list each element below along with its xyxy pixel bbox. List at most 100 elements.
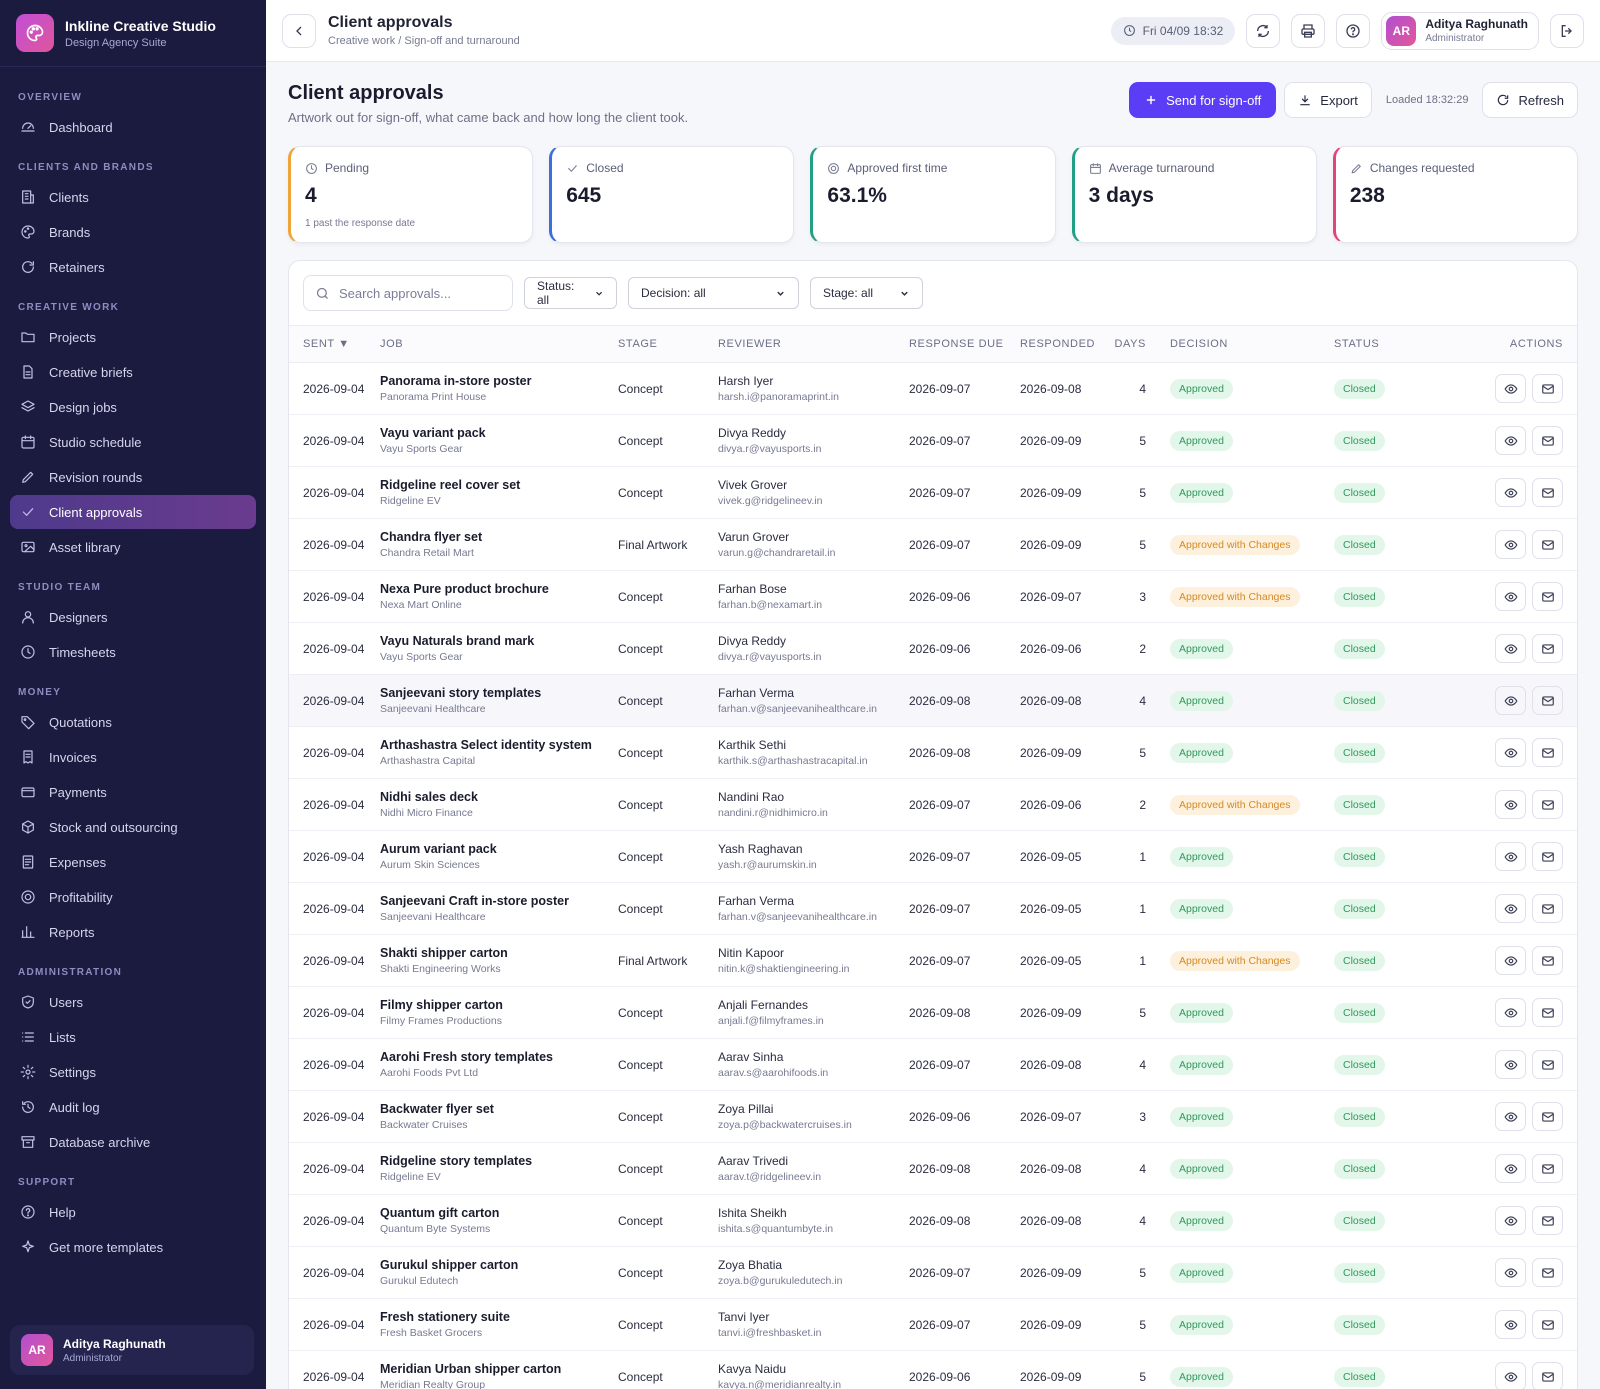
job-title[interactable]: Backwater flyer set xyxy=(380,1102,494,1116)
email-reviewer-button[interactable] xyxy=(1532,374,1563,403)
job-title[interactable]: Aarohi Fresh story templates xyxy=(380,1050,553,1064)
sidebar-item-clients[interactable]: Clients xyxy=(10,180,256,214)
sidebar-item-database-archive[interactable]: Database archive xyxy=(10,1125,256,1159)
sidebar-item-quotations[interactable]: Quotations xyxy=(10,705,256,739)
sidebar-item-users[interactable]: Users xyxy=(10,985,256,1019)
job-title[interactable]: Arthashastra Select identity system xyxy=(380,738,592,752)
send-for-signoff-button[interactable]: Send for sign-off xyxy=(1129,82,1277,118)
job-title[interactable]: Ridgeline story templates xyxy=(380,1154,533,1168)
kpi-card-closed[interactable]: Closed 645 xyxy=(549,146,795,243)
view-button[interactable] xyxy=(1495,1362,1526,1389)
email-reviewer-button[interactable] xyxy=(1532,790,1563,819)
table-row[interactable]: 2026-09-04 Ridgeline reel cover set Ridgel… xyxy=(289,466,1577,519)
email-reviewer-button[interactable] xyxy=(1532,1102,1563,1131)
table-row[interactable]: 2026-09-04 Vayu variant pack Vayu Sports G… xyxy=(289,414,1577,467)
view-button[interactable] xyxy=(1495,842,1526,871)
print-button[interactable] xyxy=(1291,13,1326,48)
sidebar-item-get-more-templates[interactable]: Get more templates xyxy=(10,1230,256,1264)
job-title[interactable]: Ridgeline reel cover set xyxy=(380,478,521,492)
sidebar-item-creative-briefs[interactable]: Creative briefs xyxy=(10,355,256,389)
email-reviewer-button[interactable] xyxy=(1532,634,1563,663)
job-title[interactable]: Meridian Urban shipper carton xyxy=(380,1362,562,1376)
kpi-card-pending[interactable]: Pending 4 1 past the response date xyxy=(288,146,534,243)
email-reviewer-button[interactable] xyxy=(1532,530,1563,559)
table-row[interactable]: 2026-09-04 Nidhi sales deck Nidhi Micro Fi… xyxy=(289,778,1577,831)
job-title[interactable]: Nidhi sales deck xyxy=(380,790,478,804)
search-input[interactable]: Search approvals... xyxy=(303,275,513,311)
job-title[interactable]: Panorama in-store poster xyxy=(380,374,532,388)
table-row[interactable]: 2026-09-04 Panorama in-store poster Panora… xyxy=(289,362,1577,415)
view-button[interactable] xyxy=(1495,1258,1526,1287)
sync-button[interactable] xyxy=(1246,13,1281,48)
sidebar-item-payments[interactable]: Payments xyxy=(10,775,256,809)
table-row[interactable]: 2026-09-04 Arthashastra Select identity s… xyxy=(289,726,1577,779)
kpi-card-changes-requested[interactable]: Changes requested 238 xyxy=(1332,146,1579,243)
sidebar-item-revision-rounds[interactable]: Revision rounds xyxy=(10,460,256,494)
sidebar-item-designers[interactable]: Designers xyxy=(10,600,256,634)
table-row[interactable]: 2026-09-04 Shakti shipper carton Shakti En… xyxy=(289,934,1577,987)
kpi-card-average-turnaround[interactable]: Average turnaround 3 days xyxy=(1071,146,1317,243)
view-button[interactable] xyxy=(1495,530,1526,559)
view-button[interactable] xyxy=(1495,894,1526,923)
email-reviewer-button[interactable] xyxy=(1532,582,1563,611)
view-button[interactable] xyxy=(1495,1050,1526,1079)
sidebar-item-settings[interactable]: Settings xyxy=(10,1055,256,1089)
view-button[interactable] xyxy=(1495,1206,1526,1235)
job-title[interactable]: Chandra flyer set xyxy=(380,530,483,544)
job-title[interactable]: Filmy shipper carton xyxy=(380,998,503,1012)
sidebar-item-lists[interactable]: Lists xyxy=(10,1020,256,1054)
email-reviewer-button[interactable] xyxy=(1532,426,1563,455)
email-reviewer-button[interactable] xyxy=(1532,1362,1563,1389)
job-title[interactable]: Sanjeevani story templates xyxy=(380,686,542,700)
view-button[interactable] xyxy=(1495,634,1526,663)
topbar-user-menu[interactable]: AR Aditya Raghunath Administrator xyxy=(1381,11,1539,50)
job-title[interactable]: Sanjeevani Craft in-store poster xyxy=(380,894,569,908)
table-row[interactable]: 2026-09-04 Filmy shipper carton Filmy Fram… xyxy=(289,986,1577,1039)
sidebar-item-invoices[interactable]: Invoices xyxy=(10,740,256,774)
table-row[interactable]: 2026-09-04 Sanjeevani Craft in-store post… xyxy=(289,882,1577,935)
sidebar-item-timesheets[interactable]: Timesheets xyxy=(10,635,256,669)
refresh-button[interactable]: Refresh xyxy=(1482,82,1578,118)
export-button[interactable]: Export xyxy=(1284,82,1372,118)
sidebar-item-reports[interactable]: Reports xyxy=(10,915,256,949)
view-button[interactable] xyxy=(1495,582,1526,611)
table-row[interactable]: 2026-09-04 Aarohi Fresh story templates Aa… xyxy=(289,1038,1577,1091)
table-row[interactable]: 2026-09-04 Aurum variant pack Aurum Skin S… xyxy=(289,830,1577,883)
email-reviewer-button[interactable] xyxy=(1532,1310,1563,1339)
sidebar-item-client-approvals[interactable]: Client approvals xyxy=(10,495,256,529)
sidebar-user-card[interactable]: AR Aditya Raghunath Administrator xyxy=(10,1325,254,1375)
job-title[interactable]: Nexa Pure product brochure xyxy=(380,582,549,596)
table-row[interactable]: 2026-09-04 Backwater flyer set Backwater C… xyxy=(289,1090,1577,1143)
email-reviewer-button[interactable] xyxy=(1532,842,1563,871)
table-row[interactable]: 2026-09-04 Nexa Pure product brochure Nexa… xyxy=(289,570,1577,623)
email-reviewer-button[interactable] xyxy=(1532,946,1563,975)
view-button[interactable] xyxy=(1495,1310,1526,1339)
table-row[interactable]: 2026-09-04 Fresh stationery suite Fresh Ba… xyxy=(289,1298,1577,1351)
sidebar-item-studio-schedule[interactable]: Studio schedule xyxy=(10,425,256,459)
email-reviewer-button[interactable] xyxy=(1532,686,1563,715)
view-button[interactable] xyxy=(1495,374,1526,403)
view-button[interactable] xyxy=(1495,686,1526,715)
view-button[interactable] xyxy=(1495,998,1526,1027)
help-button[interactable] xyxy=(1336,13,1371,48)
table-row[interactable]: 2026-09-04 Ridgeline story templates Ridge… xyxy=(289,1142,1577,1195)
job-title[interactable]: Vayu Naturals brand mark xyxy=(380,634,535,648)
job-title[interactable]: Shakti shipper carton xyxy=(380,946,508,960)
email-reviewer-button[interactable] xyxy=(1532,998,1563,1027)
view-button[interactable] xyxy=(1495,478,1526,507)
view-button[interactable] xyxy=(1495,1102,1526,1131)
email-reviewer-button[interactable] xyxy=(1532,1050,1563,1079)
sidebar-item-design-jobs[interactable]: Design jobs xyxy=(10,390,256,424)
view-button[interactable] xyxy=(1495,790,1526,819)
sidebar-item-projects[interactable]: Projects xyxy=(10,320,256,354)
view-button[interactable] xyxy=(1495,738,1526,767)
sidebar-item-profitability[interactable]: Profitability xyxy=(10,880,256,914)
email-reviewer-button[interactable] xyxy=(1532,478,1563,507)
sidebar-item-audit-log[interactable]: Audit log xyxy=(10,1090,256,1124)
job-title[interactable]: Aurum variant pack xyxy=(380,842,497,856)
job-title[interactable]: Gurukul shipper carton xyxy=(380,1258,519,1272)
stage-filter-select[interactable]: Stage: all xyxy=(810,277,923,309)
table-row[interactable]: 2026-09-04 Sanjeevani story templates Sanj… xyxy=(289,674,1577,727)
back-button[interactable] xyxy=(282,13,316,48)
job-title[interactable]: Fresh stationery suite xyxy=(380,1310,510,1324)
